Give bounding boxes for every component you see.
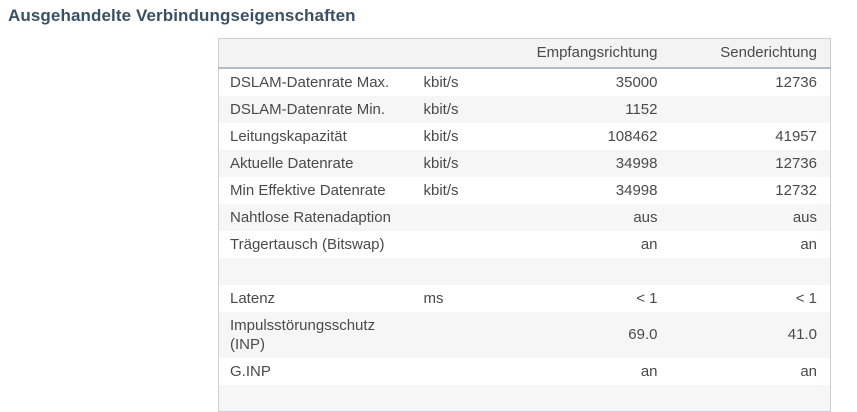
row-value-rx: 34998: [615, 181, 658, 199]
row-value-rx: < 1: [636, 289, 658, 307]
row-value-tx: aus: [660, 203, 831, 231]
row-value-rx: an: [640, 362, 658, 380]
table-row-min-effektive-datenrate: Min Effektive Datenrate kbit/s 34998 127…: [219, 177, 831, 204]
column-header-empfangsrichtung: Empfangsrichtung: [488, 38, 661, 69]
row-value-tx: 12736: [775, 73, 817, 91]
table-row-impulsstoerungsschutz-inp: Impulsstörungsschutz (INP) 69.0 41.0: [218, 311, 831, 358]
table-row-leitungskapazitaet: Leitungskapazität kbit/s 108462 41957: [219, 123, 831, 150]
row-label: [218, 384, 424, 412]
row-value-rx: an: [640, 235, 658, 253]
row-value-rx: aus: [488, 203, 661, 231]
row-value-tx: 12736: [660, 149, 831, 177]
row-value-tx: 41.0: [660, 311, 831, 358]
column-header-senderichtung: Senderichtung: [660, 38, 831, 69]
row-label: Trägertausch (Bitswap): [230, 235, 385, 253]
row-label: Leitungskapazität: [230, 127, 347, 145]
row-unit: [423, 311, 489, 358]
row-label: Impulsstörungsschutz (INP): [218, 311, 424, 358]
row-value-rx: [488, 384, 661, 412]
row-value-tx: [660, 257, 831, 285]
row-unit: kbit/s: [423, 149, 489, 177]
table-row-spacer: [218, 384, 831, 412]
row-value-tx: 41957: [775, 127, 817, 145]
row-unit: kbit/s: [423, 181, 459, 199]
table-header-row: Empfangsrichtung Senderichtung: [218, 38, 831, 69]
column-header-unit: [423, 38, 489, 69]
row-label: Aktuelle Datenrate: [218, 149, 424, 177]
row-value-rx: 69.0: [488, 311, 661, 358]
page-title: Ausgehandelte Verbindungseigenschaften: [8, 6, 356, 25]
table-row-nahtlose-ratenadaption: Nahtlose Ratenadaption aus aus: [218, 203, 831, 231]
table-row-ginp: G.INP an an: [219, 358, 831, 385]
row-label: G.INP: [230, 362, 271, 380]
row-unit: ms: [423, 289, 444, 307]
row-value-tx: [660, 95, 831, 123]
row-unit: [423, 384, 489, 412]
properties-table: Empfangsrichtung Senderichtung DSLAM-Dat…: [218, 38, 831, 412]
row-label: Min Effektive Datenrate: [230, 181, 386, 199]
row-value-tx: 12732: [775, 181, 817, 199]
row-label: DSLAM-Datenrate Max.: [230, 73, 390, 91]
row-value-rx: 34998: [488, 149, 661, 177]
row-label: Latenz: [230, 289, 276, 307]
connection-properties-table: Empfangsrichtung Senderichtung DSLAM-Dat…: [218, 38, 831, 412]
row-value-tx: [660, 384, 831, 412]
row-label: Nahtlose Ratenadaption: [218, 203, 424, 231]
row-value-tx: an: [800, 235, 817, 253]
row-label: [218, 257, 424, 285]
row-unit: kbit/s: [423, 127, 459, 145]
row-label: DSLAM-Datenrate Min.: [218, 95, 424, 123]
row-unit: kbit/s: [423, 95, 489, 123]
row-unit: kbit/s: [423, 73, 459, 91]
column-header-label: [218, 38, 424, 69]
row-value-tx: < 1: [795, 289, 817, 307]
table-row-dslam-datenrate-max: DSLAM-Datenrate Max. kbit/s 35000 12736: [219, 68, 831, 96]
row-value-rx: 108462: [607, 127, 658, 145]
row-unit: [423, 203, 489, 231]
table-row-spacer: [218, 257, 831, 285]
row-unit: [424, 231, 489, 258]
row-value-tx: an: [800, 362, 817, 380]
row-value-rx: 35000: [615, 73, 658, 91]
row-value-rx: [488, 257, 661, 285]
table-row-latenz: Latenz ms < 1 < 1: [219, 285, 831, 312]
table-row-dslam-datenrate-min: DSLAM-Datenrate Min. kbit/s 1152: [218, 95, 831, 123]
row-unit: [424, 358, 489, 385]
row-value-rx: 1152: [488, 95, 661, 123]
table-row-traegertausch-bitswap: Trägertausch (Bitswap) an an: [219, 231, 831, 258]
row-unit: [423, 257, 489, 285]
table-row-aktuelle-datenrate: Aktuelle Datenrate kbit/s 34998 12736: [218, 149, 831, 177]
